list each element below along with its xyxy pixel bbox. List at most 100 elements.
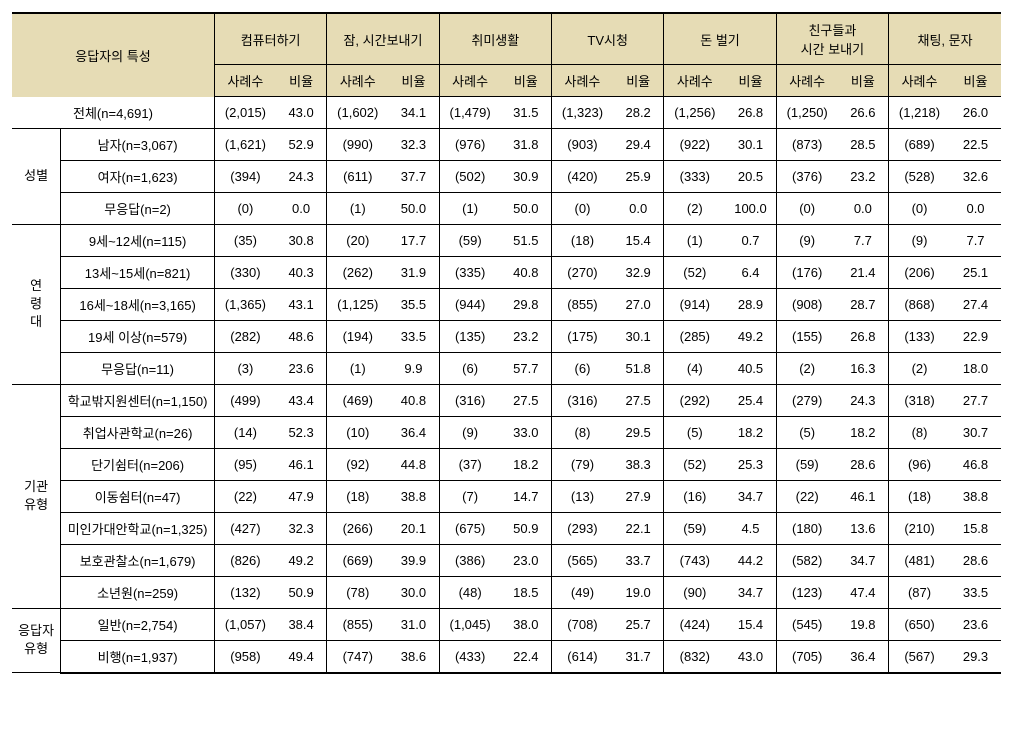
data-cell: 31.8	[501, 128, 552, 160]
data-cell: (944)	[439, 288, 500, 320]
data-cell: (873)	[776, 128, 837, 160]
data-cell: 14.7	[501, 480, 552, 512]
data-cell: (908)	[776, 288, 837, 320]
section-group-label: 기관유형	[12, 384, 61, 608]
data-cell: (262)	[327, 256, 388, 288]
row-label: 비행(n=1,937)	[61, 640, 215, 673]
data-cell: 22.1	[613, 512, 664, 544]
data-cell: 0.0	[276, 192, 327, 224]
data-cell: (611)	[327, 160, 388, 192]
data-cell: 44.8	[388, 448, 439, 480]
data-cell: (650)	[889, 608, 950, 640]
data-cell: (747)	[327, 640, 388, 673]
data-cell: (0)	[889, 192, 950, 224]
data-cell: (316)	[551, 384, 612, 416]
data-cell: 28.9	[725, 288, 776, 320]
data-cell: (206)	[889, 256, 950, 288]
data-cell: 29.8	[501, 288, 552, 320]
data-cell: (37)	[439, 448, 500, 480]
data-cell: 38.8	[388, 480, 439, 512]
data-cell: (135)	[439, 320, 500, 352]
data-cell: (582)	[776, 544, 837, 576]
row-label: 학교밖지원센터(n=1,150)	[61, 384, 215, 416]
data-cell: (175)	[551, 320, 612, 352]
data-cell: 32.3	[276, 512, 327, 544]
data-cell: (914)	[664, 288, 725, 320]
data-cell: (420)	[551, 160, 612, 192]
data-cell: 25.4	[725, 384, 776, 416]
data-cell: (2)	[776, 352, 837, 384]
data-cell: 33.0	[501, 416, 552, 448]
data-cell: 15.8	[950, 512, 1001, 544]
data-cell: (14)	[214, 416, 275, 448]
data-cell: 39.9	[388, 544, 439, 576]
data-cell: (6)	[439, 352, 500, 384]
data-cell: (614)	[551, 640, 612, 673]
sub-header-count: 사례수	[214, 65, 275, 97]
sub-header-count: 사례수	[439, 65, 500, 97]
data-cell: (855)	[551, 288, 612, 320]
data-cell: 30.7	[950, 416, 1001, 448]
data-cell: (6)	[551, 352, 612, 384]
data-cell: 40.3	[276, 256, 327, 288]
data-cell: 26.8	[838, 320, 889, 352]
data-cell: 15.4	[613, 224, 664, 256]
data-cell: 32.6	[950, 160, 1001, 192]
data-cell: (18)	[551, 224, 612, 256]
data-cell: (279)	[776, 384, 837, 416]
data-cell: (59)	[664, 512, 725, 544]
data-cell: (424)	[664, 608, 725, 640]
data-cell: 38.8	[950, 480, 1001, 512]
data-cell: 43.0	[725, 640, 776, 673]
sub-header-ratio: 비율	[613, 65, 664, 97]
data-cell: (90)	[664, 576, 725, 608]
data-cell: 18.2	[501, 448, 552, 480]
data-cell: 36.4	[838, 640, 889, 673]
data-cell: (689)	[889, 128, 950, 160]
data-cell: 40.5	[725, 352, 776, 384]
data-cell: (92)	[327, 448, 388, 480]
data-cell: 28.6	[950, 544, 1001, 576]
data-cell: 30.0	[388, 576, 439, 608]
data-cell: (499)	[214, 384, 275, 416]
data-cell: (194)	[327, 320, 388, 352]
data-cell: 30.8	[276, 224, 327, 256]
data-cell: (8)	[889, 416, 950, 448]
data-cell: (469)	[327, 384, 388, 416]
data-cell: 34.7	[725, 576, 776, 608]
data-cell: 52.9	[276, 128, 327, 160]
sub-header-count: 사례수	[551, 65, 612, 97]
total-row-cell: 28.2	[613, 97, 664, 129]
metric-group-header: TV시청	[551, 13, 663, 65]
data-cell: (868)	[889, 288, 950, 320]
data-cell: 34.7	[838, 544, 889, 576]
data-cell: 43.1	[276, 288, 327, 320]
data-cell: (528)	[889, 160, 950, 192]
data-cell: 30.1	[725, 128, 776, 160]
data-cell: (394)	[214, 160, 275, 192]
data-cell: 46.1	[276, 448, 327, 480]
data-cell: (22)	[214, 480, 275, 512]
data-cell: (18)	[889, 480, 950, 512]
data-cell: (433)	[439, 640, 500, 673]
data-cell: 43.4	[276, 384, 327, 416]
data-cell: (35)	[214, 224, 275, 256]
sub-header-ratio: 비율	[725, 65, 776, 97]
data-cell: (1)	[327, 192, 388, 224]
data-cell: 27.0	[613, 288, 664, 320]
data-cell: 15.4	[725, 608, 776, 640]
data-cell: 23.2	[838, 160, 889, 192]
data-cell: 27.5	[613, 384, 664, 416]
data-cell: (22)	[776, 480, 837, 512]
data-cell: 28.5	[838, 128, 889, 160]
data-cell: (9)	[776, 224, 837, 256]
data-cell: (132)	[214, 576, 275, 608]
data-cell: 0.0	[838, 192, 889, 224]
total-row-cell: (1,479)	[439, 97, 500, 129]
data-cell: (95)	[214, 448, 275, 480]
data-cell: (59)	[776, 448, 837, 480]
data-cell: (1,045)	[439, 608, 500, 640]
data-cell: 50.0	[388, 192, 439, 224]
data-cell: 23.6	[276, 352, 327, 384]
data-cell: (855)	[327, 608, 388, 640]
